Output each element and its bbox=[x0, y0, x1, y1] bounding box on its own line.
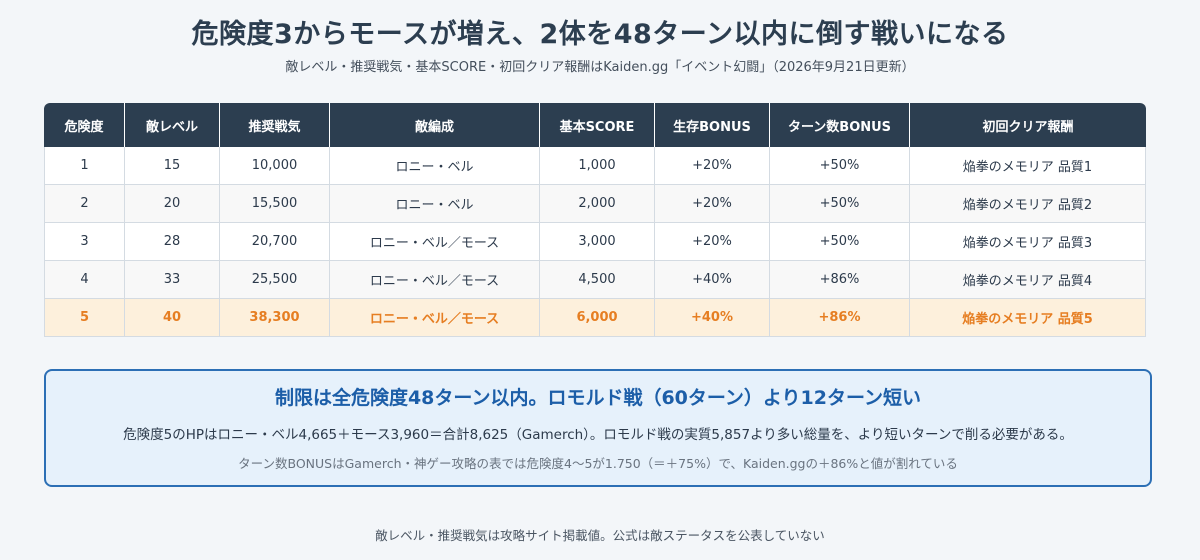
table-cell: 3 bbox=[44, 223, 125, 261]
table-cell: 40 bbox=[125, 299, 220, 337]
table-cell: ロニー・ベル／モース bbox=[330, 223, 540, 261]
table-row: 4 33 25,500 ロニー・ベル／モース 4,500 +40% +86% 焔… bbox=[44, 261, 1146, 299]
column-header: 敵レベル bbox=[125, 103, 220, 147]
table-cell: +50% bbox=[770, 223, 910, 261]
table-cell: +86% bbox=[770, 299, 910, 337]
table-cell: 38,300 bbox=[220, 299, 330, 337]
table-cell: 4 bbox=[44, 261, 125, 299]
danger-level-table: 危険度 敵レベル 推奨戦気 敵編成 基本SCORE 生存BONUS ターン数BO… bbox=[44, 103, 1146, 337]
table-cell: +20% bbox=[655, 185, 770, 223]
table-row: 3 28 20,700 ロニー・ベル／モース 3,000 +20% +50% 焔… bbox=[44, 223, 1146, 261]
footer-note: 敵レベル・推奨戦気は攻略サイト掲載値。公式は敵ステータスを公表していない bbox=[375, 528, 825, 543]
table-cell: 10,000 bbox=[220, 147, 330, 185]
table-cell: 1,000 bbox=[540, 147, 655, 185]
page-subtitle: 敵レベル・推奨戦気・基本SCORE・初回クリア報酬はKaiden.gg「イベント… bbox=[285, 60, 915, 75]
table-cell: +20% bbox=[655, 147, 770, 185]
table-cell: 焔拳のメモリア 品質3 bbox=[910, 223, 1146, 261]
table-cell: +20% bbox=[655, 223, 770, 261]
table-cell: 2 bbox=[44, 185, 125, 223]
table-cell: 20,700 bbox=[220, 223, 330, 261]
table-cell: 焔拳のメモリア 品質2 bbox=[910, 185, 1146, 223]
column-header: 敵編成 bbox=[330, 103, 540, 147]
table-cell: ロニー・ベル bbox=[330, 147, 540, 185]
table-cell: 4,500 bbox=[540, 261, 655, 299]
table-cell: 焔拳のメモリア 品質4 bbox=[910, 261, 1146, 299]
turn-limit-notice: 制限は全危険度48ターン以内。ロモルド戦（60ターン）より12ターン短い 危険度… bbox=[44, 369, 1152, 487]
table-cell: 15,500 bbox=[220, 185, 330, 223]
table-cell: 28 bbox=[125, 223, 220, 261]
table-cell: +40% bbox=[655, 261, 770, 299]
notice-body: 危険度5のHPはロニー・ベル4,665＋モース3,960＝合計8,625（Gam… bbox=[123, 427, 1073, 443]
table-header-row: 危険度 敵レベル 推奨戦気 敵編成 基本SCORE 生存BONUS ターン数BO… bbox=[44, 103, 1146, 147]
table-cell: 1 bbox=[44, 147, 125, 185]
column-header: 危険度 bbox=[44, 103, 125, 147]
table-cell: +86% bbox=[770, 261, 910, 299]
table-cell: ロニー・ベル／モース bbox=[330, 261, 540, 299]
table-cell: ロニー・ベル bbox=[330, 185, 540, 223]
table-cell: 5 bbox=[44, 299, 125, 337]
table-cell: 33 bbox=[125, 261, 220, 299]
table-cell: +50% bbox=[770, 147, 910, 185]
table-cell: ロニー・ベル／モース bbox=[330, 299, 540, 337]
table-row: 2 20 15,500 ロニー・ベル 2,000 +20% +50% 焔拳のメモ… bbox=[44, 185, 1146, 223]
table-cell: +50% bbox=[770, 185, 910, 223]
table-cell: 6,000 bbox=[540, 299, 655, 337]
table-cell: 15 bbox=[125, 147, 220, 185]
table-cell: 2,000 bbox=[540, 185, 655, 223]
table-row: 1 15 10,000 ロニー・ベル 1,000 +20% +50% 焔拳のメモ… bbox=[44, 147, 1146, 185]
table-row-highlighted: 5 40 38,300 ロニー・ベル／モース 6,000 +40% +86% 焔… bbox=[44, 299, 1146, 337]
column-header: 基本SCORE bbox=[540, 103, 655, 147]
table-cell: 20 bbox=[125, 185, 220, 223]
column-header: 初回クリア報酬 bbox=[910, 103, 1146, 147]
table-cell: 25,500 bbox=[220, 261, 330, 299]
notice-note: ターン数BONUSはGamerch・神ゲー攻略の表では危険度4〜5が1.750（… bbox=[238, 456, 958, 471]
column-header: 推奨戦気 bbox=[220, 103, 330, 147]
page-title: 危険度3からモースが増え、2体を48ターン以内に倒す戦いになる bbox=[191, 19, 1009, 50]
table-cell: 焔拳のメモリア 品質5 bbox=[910, 299, 1146, 337]
table-cell: +40% bbox=[655, 299, 770, 337]
notice-title: 制限は全危険度48ターン以内。ロモルド戦（60ターン）より12ターン短い bbox=[274, 387, 922, 409]
column-header: 生存BONUS bbox=[655, 103, 770, 147]
column-header: ターン数BONUS bbox=[770, 103, 910, 147]
table-cell: 焔拳のメモリア 品質1 bbox=[910, 147, 1146, 185]
table-cell: 3,000 bbox=[540, 223, 655, 261]
